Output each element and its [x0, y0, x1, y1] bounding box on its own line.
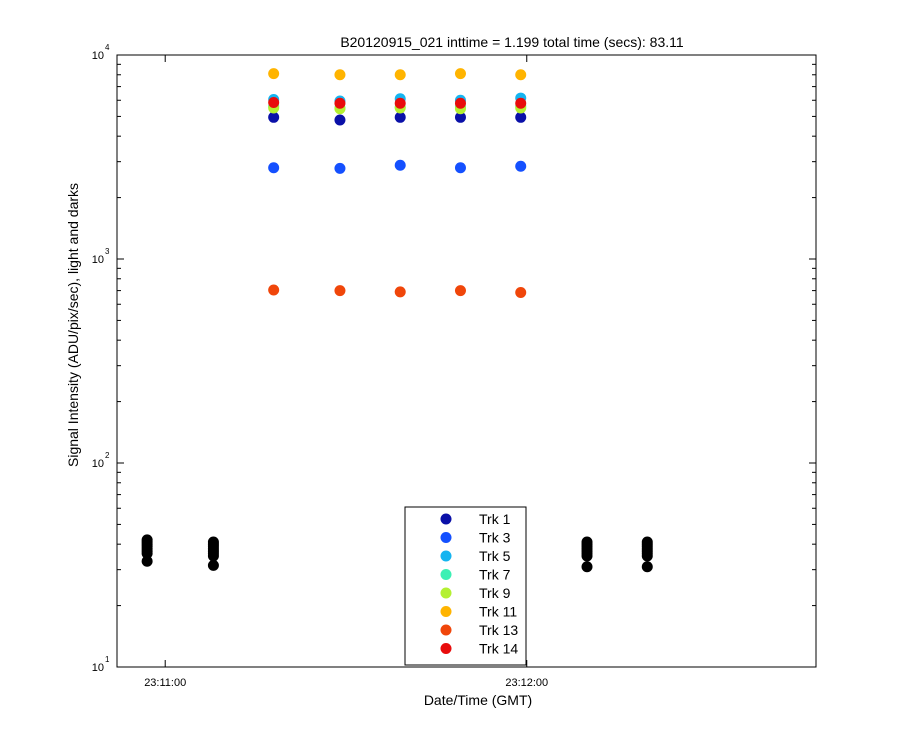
dark-point: [641, 561, 653, 573]
legend-box: [404, 506, 527, 666]
data-point: [454, 68, 466, 80]
legend-marker: [440, 624, 452, 636]
data-point: [268, 284, 280, 296]
dark-point: [581, 536, 593, 548]
data-point: [268, 97, 280, 109]
legend-label: Trk 7: [479, 567, 511, 583]
x-tick-label: 23:12:00: [505, 677, 548, 689]
legend-marker: [440, 513, 452, 525]
legend-label: Trk 9: [479, 585, 511, 601]
y-tick-exponent: 4: [105, 43, 110, 52]
data-point: [394, 97, 406, 109]
legend-label: Trk 1: [479, 511, 511, 527]
chart-title: B20120915_021 inttime = 1.199 total time…: [340, 34, 684, 50]
legend-label: Trk 14: [479, 641, 518, 657]
legend-marker: [440, 587, 452, 599]
x-tick-label: 23:11:00: [144, 677, 186, 689]
legend-marker: [440, 643, 452, 654]
data-point: [268, 68, 280, 80]
y-tick-label: 10: [92, 254, 104, 266]
data-point: [515, 160, 527, 172]
dark-point: [207, 536, 219, 548]
data-point: [515, 111, 527, 123]
dark-point: [581, 561, 593, 573]
dark-point: [141, 555, 153, 567]
legend-marker: [440, 532, 452, 543]
dark-point: [207, 559, 219, 571]
dark-point: [641, 536, 653, 548]
data-point: [268, 111, 280, 123]
data-point: [268, 162, 280, 174]
data-point: [515, 97, 527, 109]
legend-label: Trk 5: [479, 548, 511, 564]
legend: Trk 1 Trk 3 Trk 5 Trk 7 Trk 9 Trk 11 Trk 13 Trk…: [404, 506, 527, 666]
y-tick-exponent: 2: [105, 451, 110, 460]
data-point: [334, 162, 346, 174]
data-point: [394, 159, 406, 171]
data-point: [454, 285, 466, 297]
data-point: [394, 69, 406, 81]
data-point: [454, 111, 466, 123]
dark-point: [141, 534, 153, 546]
data-point: [334, 114, 346, 126]
data-point: [334, 69, 346, 81]
data-point: [334, 285, 346, 297]
legend-label: Trk 11: [479, 604, 517, 620]
y-tick-label: 10: [92, 50, 104, 62]
data-point: [515, 69, 527, 81]
data-point: [515, 287, 527, 299]
data-point: [454, 97, 466, 109]
data-point: [394, 111, 406, 123]
data-marks: [141, 68, 653, 573]
data-point: [454, 162, 466, 174]
y-tick-label: 10: [92, 458, 104, 470]
legend-marker: [440, 606, 452, 617]
y-tick-exponent: 1: [105, 655, 110, 664]
y-tick-exponent: 3: [105, 247, 110, 256]
data-point: [334, 97, 346, 109]
x-axis-label: Date/Time (GMT): [424, 692, 532, 708]
y-tick-label: 10: [92, 662, 104, 674]
legend-marker: [440, 569, 452, 580]
legend-label: Trk 3: [479, 530, 511, 546]
legend-label: Trk 13: [479, 622, 518, 638]
y-axis-label: Signal Intensity (ADU/pix/sec), light an…: [65, 183, 81, 467]
legend-marker: [440, 550, 452, 562]
data-point: [394, 286, 406, 298]
